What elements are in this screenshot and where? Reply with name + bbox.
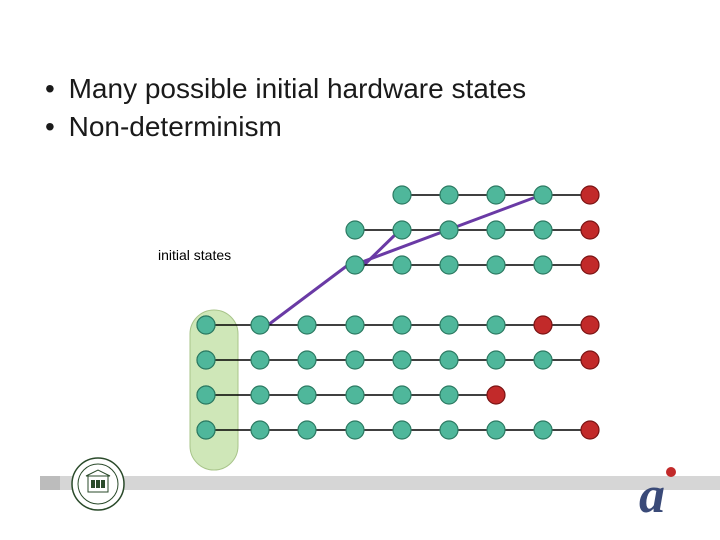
initial-states-label: initial states	[158, 247, 231, 263]
university-seal-icon	[70, 456, 126, 512]
logo-a-icon: a	[629, 462, 685, 518]
bullet-list: Many possible initial hardware states No…	[45, 70, 526, 146]
footer-square	[40, 476, 60, 490]
state-diagram: initial states	[140, 175, 620, 435]
footer-bar	[40, 476, 720, 490]
svg-text:a: a	[639, 467, 665, 518]
bullet-2: Non-determinism	[45, 108, 526, 146]
bullet-1: Many possible initial hardware states	[45, 70, 526, 108]
diagram-svg	[140, 175, 620, 475]
